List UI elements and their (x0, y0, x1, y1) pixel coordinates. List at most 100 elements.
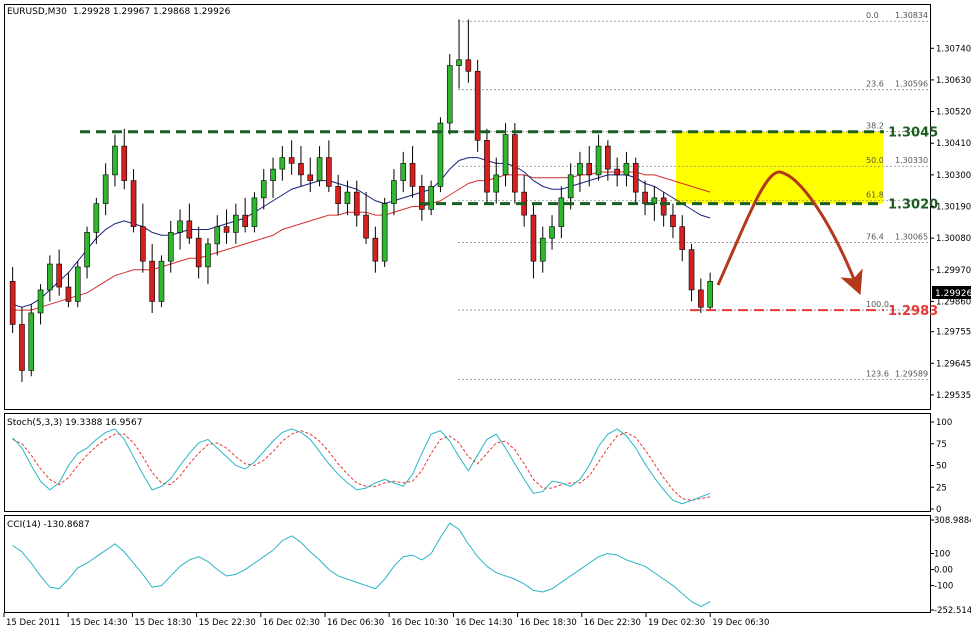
price-label: 1.30410 (936, 139, 971, 149)
candle-body (549, 226, 555, 239)
candle-body (158, 260, 165, 302)
time-label: 16 Dec 14:30 (455, 618, 512, 628)
fib-price: 1.30065 (895, 232, 928, 241)
price-label: 1.29860 (936, 297, 971, 307)
candle-body (605, 145, 611, 170)
fib-price: 1.30596 (895, 80, 928, 89)
stoch-main-line (12, 428, 711, 505)
candle-body (372, 237, 379, 262)
stoch-level-label: 75 (936, 440, 947, 450)
candle-body (409, 163, 416, 187)
time-label: 15 Dec 22:30 (199, 618, 256, 628)
target-zone-highlight (676, 131, 883, 204)
candle-body (391, 180, 397, 204)
resistance-label: 1.3045 (888, 126, 938, 141)
candle-body (623, 163, 630, 176)
candle-body (353, 191, 360, 216)
fibonacci-layer: 0.0 1.30834 23.6 1.30596 38.2 50.0 1.30330 61.8… (458, 11, 928, 380)
candle-body (446, 65, 453, 124)
candle-body (437, 122, 444, 187)
stoch-level-label: 50 (936, 462, 947, 472)
current-price-box (932, 286, 971, 299)
price-label: 1.30080 (936, 234, 971, 244)
candle-body (93, 203, 100, 233)
symbol-name: EURUSD,M30 (7, 7, 67, 17)
price-label: 1.30920 (936, 0, 971, 2)
candle-body (651, 197, 658, 204)
candle-body (102, 174, 109, 204)
cci-level-label: -252.514 (934, 606, 971, 616)
price-label: 1.30520 (936, 108, 971, 118)
fib-price: 1.30834 (895, 11, 928, 20)
stoch-level-label: 100 (936, 418, 952, 428)
candle-body (279, 157, 286, 170)
candle-body (335, 186, 341, 204)
stoch-title: Stoch(5,3,3) 19.3388 16.9567 (7, 418, 142, 428)
time-label: 16 Dec 22:30 (584, 618, 641, 628)
symbol-title: EURUSD,M30 1.29928 1.29967 1.29868 1.2992… (7, 7, 231, 17)
price-label: 1.30300 (936, 171, 971, 181)
fib-level: 61.8 (866, 191, 884, 200)
candle-body (326, 157, 332, 187)
candle-body (688, 249, 695, 291)
candle-body (260, 180, 267, 199)
candle-body (465, 59, 472, 72)
fib-level: 0.0 (866, 11, 879, 20)
candle-body (47, 263, 53, 291)
candle-body (381, 203, 388, 262)
candle-body (149, 260, 155, 302)
levels-layer: 1.3045 1.3020 1.2983 (80, 126, 938, 319)
candle-body (316, 157, 323, 181)
price-label: 1.30190 (936, 203, 971, 213)
time-label: 16 Dec 02:30 (263, 618, 320, 628)
cci-panel-frame (4, 515, 931, 613)
candle-body (223, 226, 230, 233)
candle-body (363, 214, 369, 239)
fib-level: 38.2 (866, 122, 884, 131)
candle-body (121, 145, 128, 181)
time-label: 15 Dec 14:30 (70, 618, 127, 628)
candle-body (195, 237, 202, 268)
candle-body (400, 163, 407, 181)
candle-body (660, 197, 667, 216)
candle-body (344, 191, 351, 204)
cci-level-label: 0.00 (934, 566, 953, 576)
candle-body (56, 263, 62, 288)
price-label: 1.29755 (936, 328, 971, 338)
candle-body (251, 197, 258, 227)
price-label: 1.29535 (936, 391, 971, 401)
ma-fast-line (12, 157, 711, 308)
candle-body (419, 186, 425, 210)
candle-body (140, 226, 146, 262)
stoch-signal-line (12, 430, 711, 501)
candle-body (558, 197, 565, 227)
current-price-label: 1.29926 (935, 289, 971, 299)
time-label: 16 Dec 10:30 (391, 618, 448, 628)
candle-body (502, 134, 509, 176)
candle-body (65, 286, 72, 302)
time-axis: 15 Dec 2011 15 Dec 14:30 15 Dec 18:30 15 De… (3, 613, 769, 628)
candle-body (177, 220, 183, 233)
time-label: 19 Dec 06:30 (712, 618, 769, 628)
candle-body (707, 280, 713, 308)
cci-level-label: -100 (934, 582, 953, 592)
candle-body (298, 163, 304, 176)
candle-body (167, 232, 174, 262)
candle-body (288, 157, 295, 164)
stoch-axis: 100 75 50 25 0 (930, 418, 952, 515)
ma-slow-line (12, 171, 711, 311)
candle-body (577, 163, 583, 176)
support-label: 1.3020 (888, 198, 938, 213)
candle-body (428, 186, 434, 210)
candle-body (614, 168, 620, 176)
candle-body (270, 168, 276, 181)
candle-body (586, 163, 593, 176)
stoch-level-label: 25 (936, 483, 947, 493)
candle-body (307, 174, 314, 181)
candle-body (233, 214, 239, 233)
fib-level: 123.6 (866, 369, 889, 378)
candle-body (84, 232, 90, 268)
time-label: 16 Dec 18:30 (520, 618, 577, 628)
